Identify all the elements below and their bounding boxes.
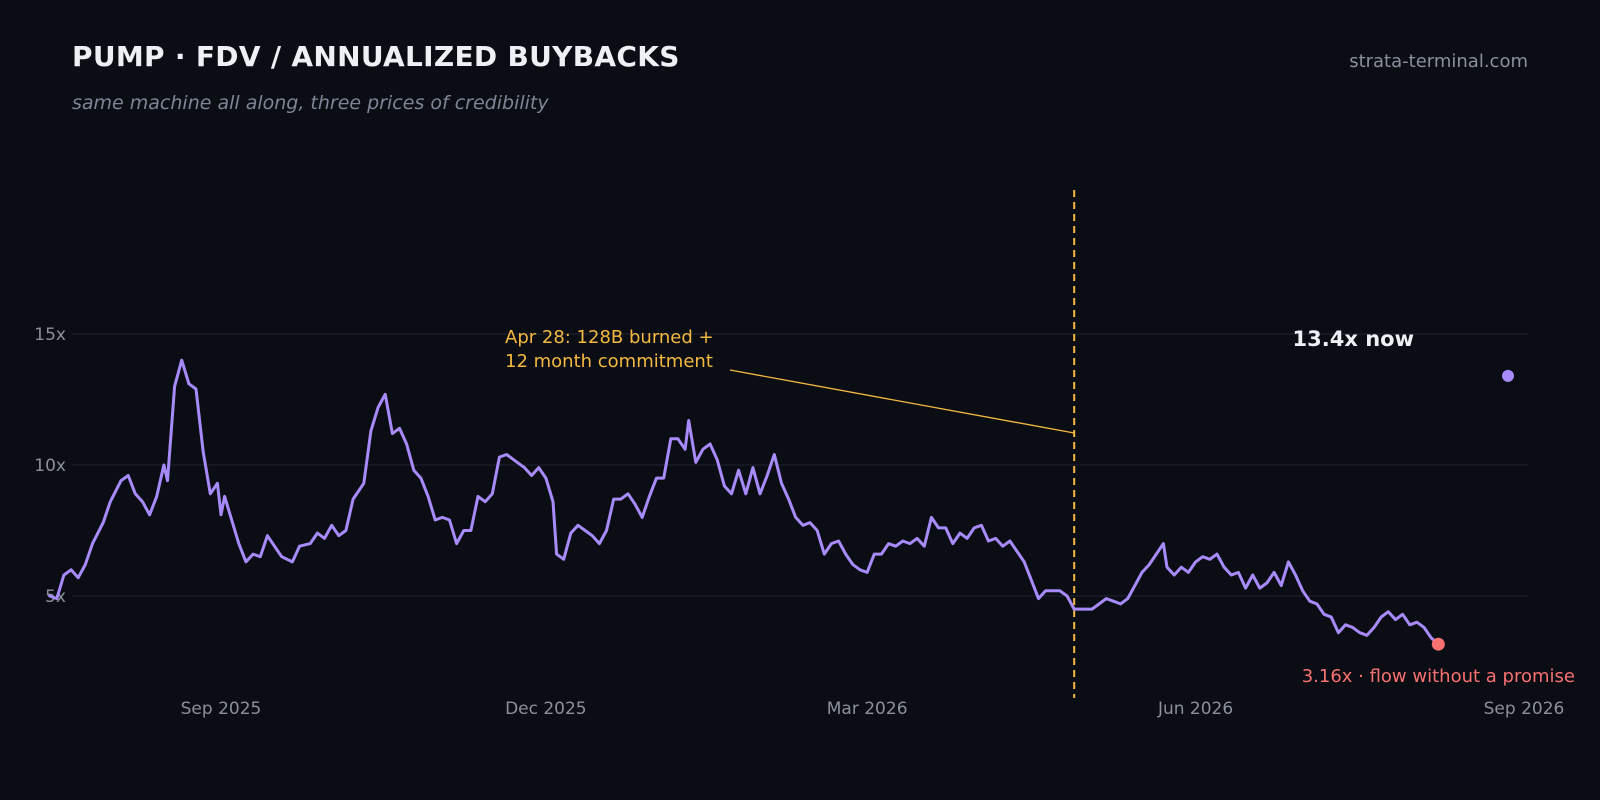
series-line xyxy=(48,358,1440,646)
annotations: 3.16x · flow without a promise 13.4x now xyxy=(1293,327,1575,687)
brand-label: strata-terminal.com xyxy=(1349,51,1528,72)
event-label-line: Apr 28: 128B burned + xyxy=(505,327,714,348)
y-tick-label: 15x xyxy=(34,325,66,345)
event-label-line: 12 month commitment xyxy=(505,351,713,372)
x-tick-label: Dec 2025 xyxy=(505,699,587,719)
event-annotation: Apr 28: 128B burned + 12 month commitment xyxy=(505,190,1076,698)
y-tick-label: 10x xyxy=(34,456,66,476)
x-axis-ticks: Sep 2025 Dec 2025 Mar 2026 Jun 2026 Sep 2026 xyxy=(181,699,1565,719)
low-point-label: 3.16x · flow without a promise xyxy=(1302,666,1575,687)
current-point-marker xyxy=(1502,369,1514,382)
event-leader-line xyxy=(729,369,1075,434)
current-value-label: 13.4x now xyxy=(1293,327,1414,351)
grid-lines xyxy=(72,333,1528,597)
x-tick-label: Sep 2026 xyxy=(1484,699,1565,719)
series-layer xyxy=(48,358,1440,646)
x-tick-label: Jun 2026 xyxy=(1157,699,1233,719)
chart-subtitle: same machine all along, three prices of … xyxy=(72,92,549,114)
x-tick-label: Mar 2026 xyxy=(827,699,908,719)
x-tick-label: Sep 2025 xyxy=(181,699,262,719)
chart-title: PUMP · FDV / ANNUALIZED BUYBACKS xyxy=(72,40,680,73)
low-point-marker xyxy=(1431,637,1445,651)
